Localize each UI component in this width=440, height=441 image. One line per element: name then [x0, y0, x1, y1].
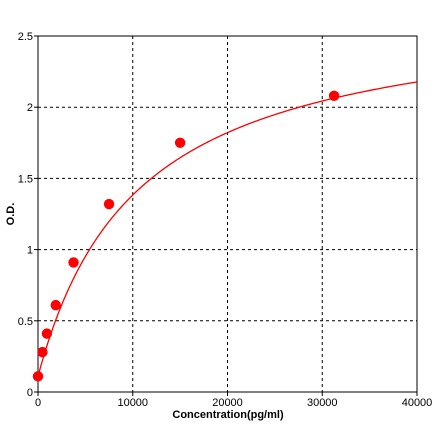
data-point — [50, 299, 61, 311]
x-tick-label: 30000 — [307, 397, 338, 409]
y-tick-label: 0 — [27, 387, 33, 399]
x-tick-label: 10000 — [117, 397, 148, 409]
y-tick-label: 0.5 — [18, 316, 33, 328]
y-tick-label: 2 — [27, 102, 33, 114]
data-point — [32, 371, 44, 382]
y-tick-label: 2.5 — [18, 31, 33, 43]
x-tick-label: 20000 — [212, 397, 243, 409]
x-tick-labels: 0 10000 20000 30000 40000 — [35, 397, 432, 409]
y-tick-label: 1 — [27, 245, 33, 257]
data-point — [174, 137, 186, 148]
axis-ticks — [34, 35, 418, 396]
data-point — [103, 198, 115, 210]
data-points — [32, 90, 340, 382]
x-tick-label: 0 — [35, 397, 41, 409]
fit-curve — [37, 81, 418, 377]
y-tick-label: 1.5 — [18, 173, 33, 185]
grid-lines — [38, 36, 417, 392]
data-point — [41, 328, 53, 339]
x-tick-label: 40000 — [402, 397, 433, 409]
y-axis-title: O.D. — [5, 203, 17, 226]
x-axis-title: Concentration(pg/ml) — [172, 409, 284, 421]
y-tick-labels: 0 0.5 1 1.5 2 2.5 — [18, 31, 33, 399]
data-point — [37, 346, 48, 358]
data-point — [328, 90, 340, 102]
fit-curve-line — [37, 81, 418, 377]
data-point — [68, 257, 79, 268]
